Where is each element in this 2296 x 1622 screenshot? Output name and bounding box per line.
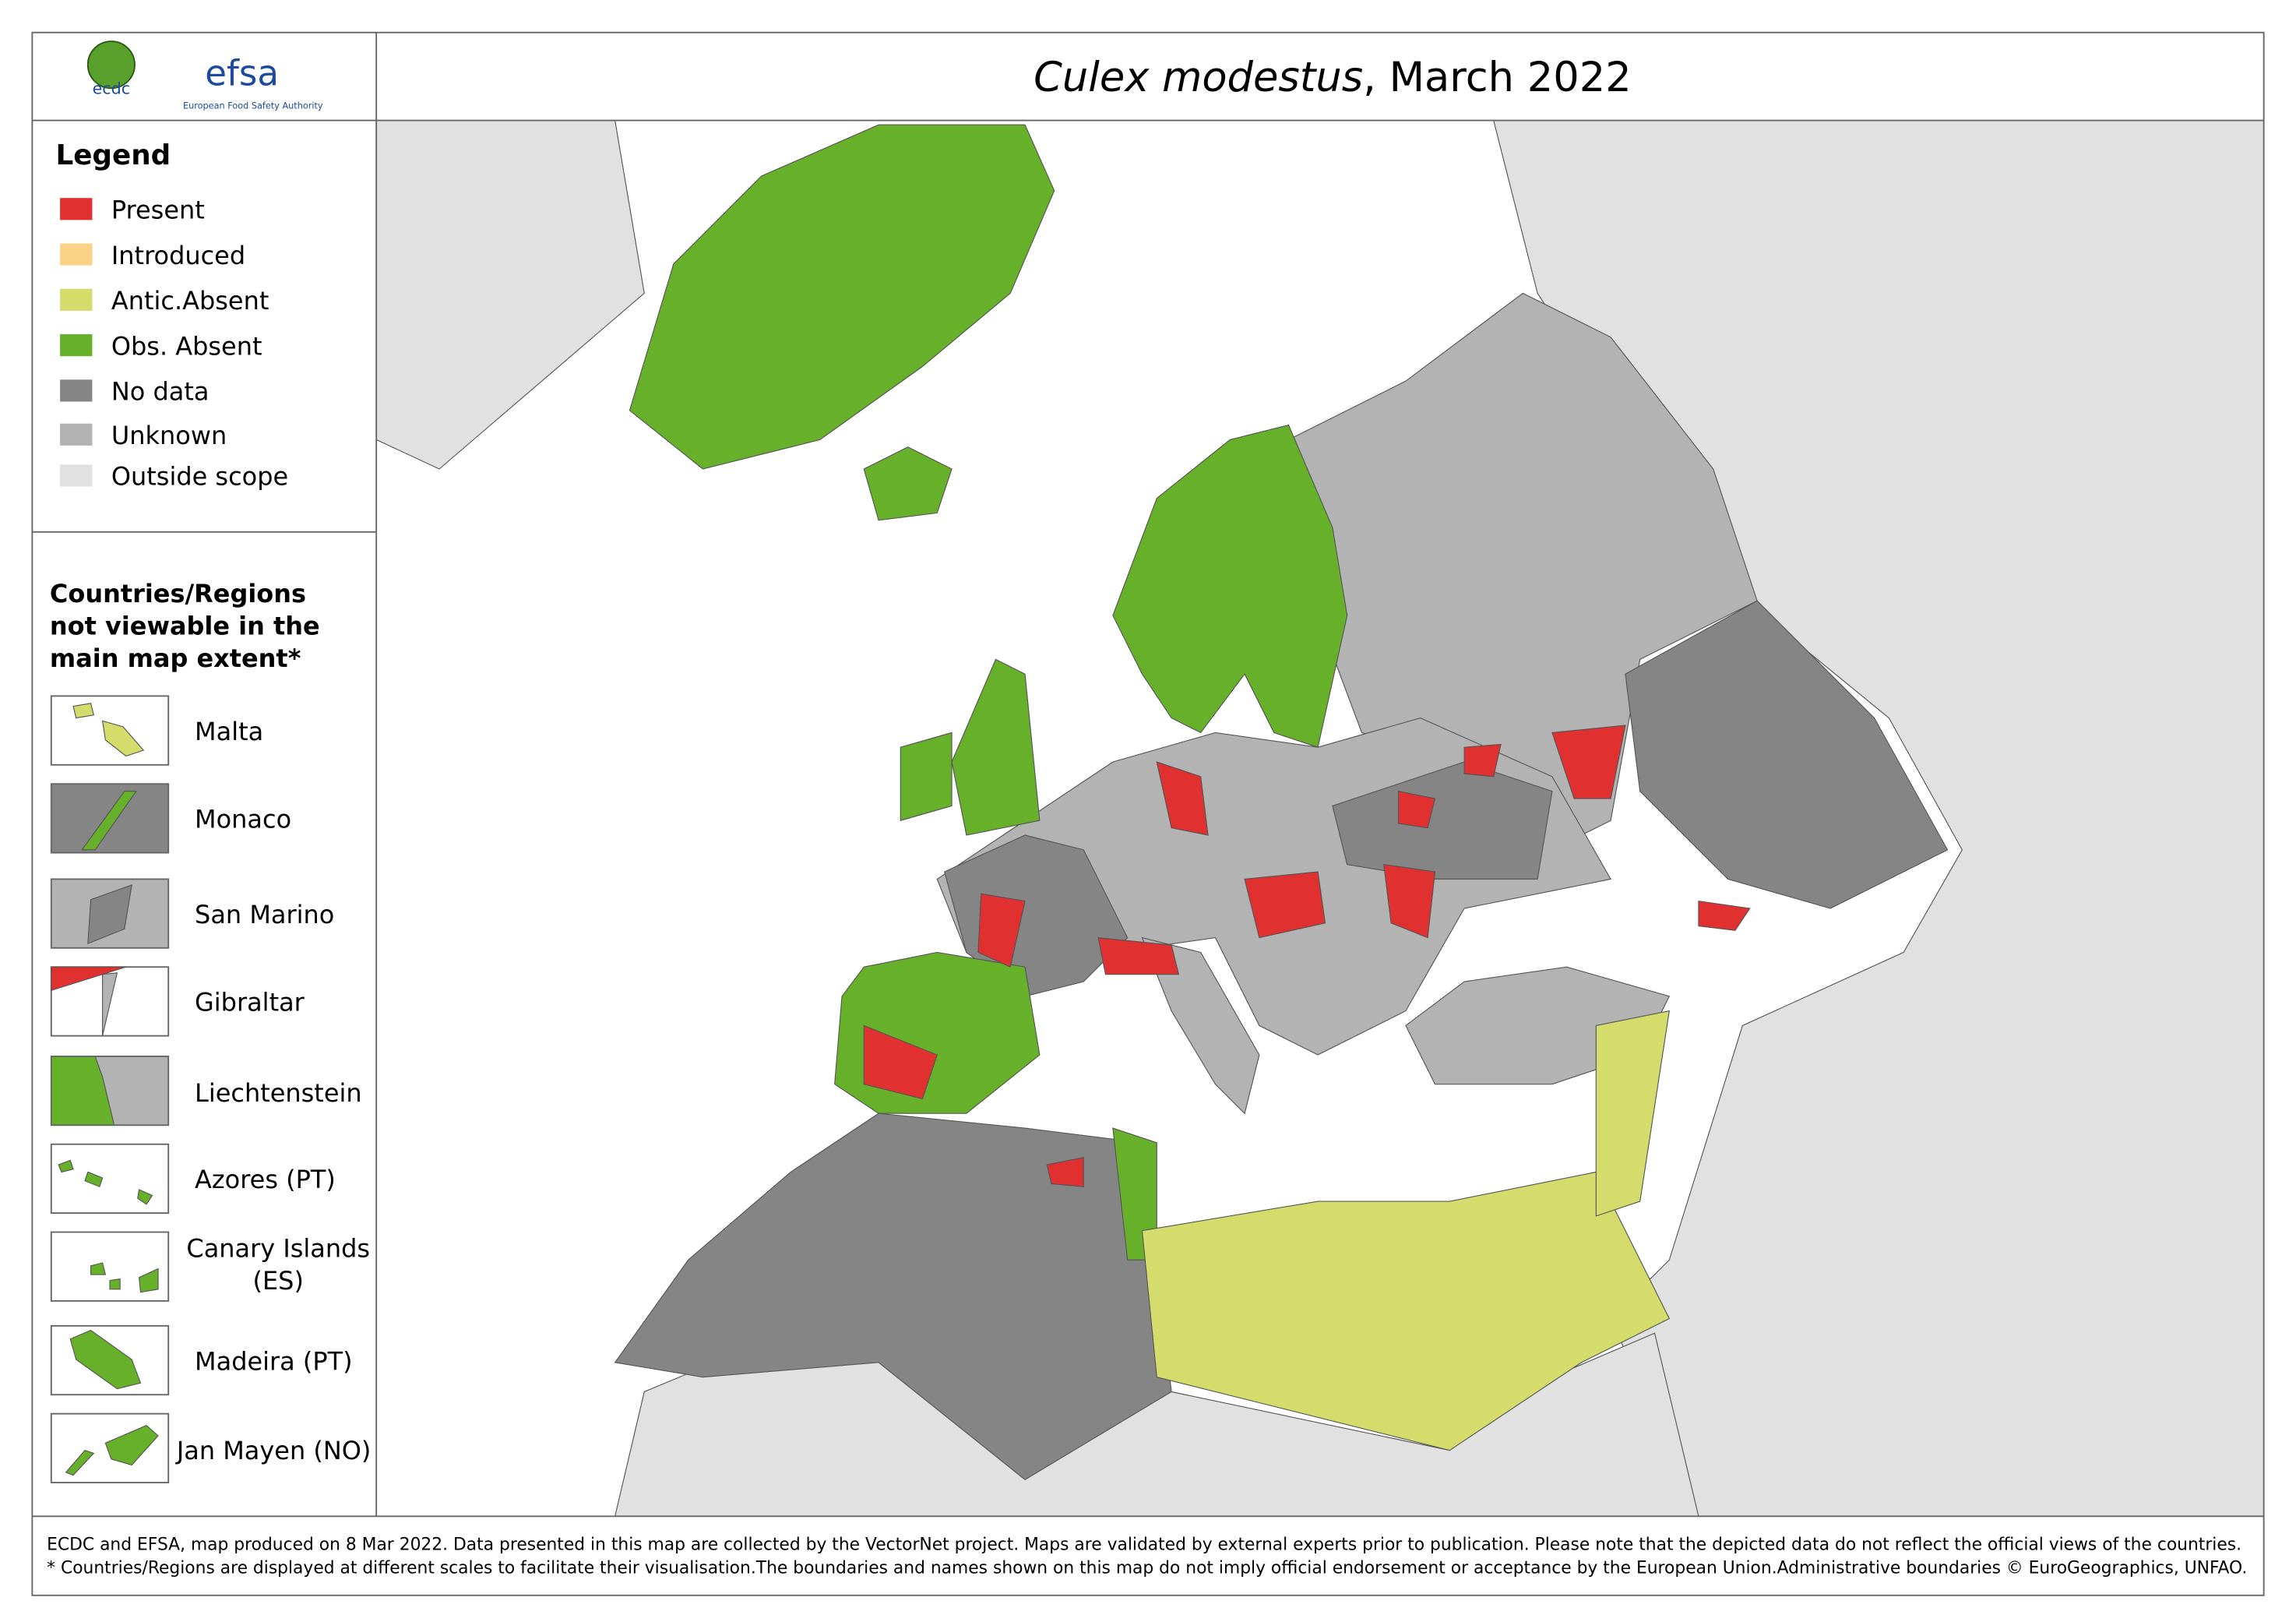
inset-title: not viewable in the	[50, 611, 320, 640]
madeira-shape	[69, 1329, 142, 1390]
footer-note: * Countries/Regions are displayed at dif…	[47, 1559, 2247, 1578]
inset-label: Malta	[195, 717, 263, 746]
legend-label: No data	[111, 377, 210, 407]
inset-title: Countries/Regions	[50, 579, 306, 608]
inset-frame	[50, 878, 170, 949]
azores-shape	[84, 1171, 104, 1187]
inset-label: Liechtenstein	[195, 1078, 362, 1108]
russia	[1287, 292, 1758, 851]
inset-frame	[50, 783, 170, 854]
efsa-logo: efsa	[205, 52, 279, 93]
inset-box	[50, 1324, 170, 1396]
outer-frame	[31, 31, 2265, 1596]
present-area	[1097, 936, 1180, 975]
canary-shape	[139, 1268, 159, 1293]
jan-mayen-shape	[104, 1425, 159, 1466]
libya-egypt	[1141, 1171, 1671, 1451]
legend-swatch	[60, 423, 93, 446]
present-area	[1156, 761, 1209, 836]
gibraltar-shape	[102, 972, 118, 1036]
legend-swatch	[60, 198, 93, 220]
italy	[1141, 936, 1260, 1115]
legend-swatch	[60, 379, 93, 402]
legend-label: Unknown	[111, 421, 227, 450]
ecdc-logo: ecdc	[93, 79, 131, 98]
inset-label: (ES)	[253, 1266, 304, 1296]
legend-swatch	[60, 243, 93, 266]
present-area	[977, 893, 1026, 968]
inset-label: Gibraltar	[195, 988, 305, 1017]
levant	[1595, 1010, 1670, 1217]
legend-swatch	[60, 288, 93, 311]
azores-shape	[137, 1189, 153, 1205]
inset-label: Canary Islands	[186, 1233, 370, 1263]
inset-label: Jan Mayen (NO)	[175, 1436, 372, 1465]
inset-frame	[50, 1055, 170, 1127]
inset-box	[50, 1143, 170, 1215]
inset-box	[50, 695, 170, 766]
gibraltar-shape	[51, 966, 126, 992]
legend-label: Introduced	[111, 241, 245, 270]
malta-shape	[101, 720, 145, 757]
insets: Countries/Regions not viewable in the ma…	[50, 579, 371, 1483]
title: Culex modestus, March 2022	[1034, 54, 1632, 101]
monaco-shape	[81, 791, 137, 851]
legend-swatch	[60, 334, 93, 357]
greenland	[629, 124, 1055, 470]
title-italic: Culex modestus	[1034, 54, 1363, 101]
ireland	[900, 732, 953, 821]
efsa-subtitle: European Food Safety Authority	[183, 100, 323, 111]
san-marino-shape	[87, 884, 132, 945]
caucasus-region	[1625, 600, 1949, 909]
present-area	[1046, 1156, 1084, 1187]
canary-shape	[90, 1262, 107, 1275]
present-area	[1463, 743, 1502, 778]
iceland	[863, 446, 953, 521]
azores-shape	[58, 1159, 74, 1173]
canary-shape	[109, 1278, 121, 1290]
inset-box	[50, 1412, 170, 1483]
legend-label: Outside scope	[111, 462, 288, 492]
present-area	[863, 1024, 938, 1100]
title-rest: , March 2022	[1363, 54, 1632, 101]
jan-mayen-shape	[65, 1450, 95, 1476]
map	[375, 119, 2265, 1517]
malta-shape	[72, 703, 95, 719]
inset-label: Monaco	[195, 805, 291, 834]
present-area	[1383, 863, 1436, 939]
inset-label: San Marino	[195, 900, 334, 929]
inset-title: main map extent*	[50, 644, 301, 673]
present-area	[1551, 725, 1626, 799]
legend: Present Introduced Antic.Absent Obs. Absent…	[60, 195, 288, 492]
legend-title: Legend	[55, 139, 171, 171]
inset-label: Madeira (PT)	[195, 1346, 353, 1376]
present-area	[1698, 900, 1751, 931]
legend-label: Antic.Absent	[111, 286, 269, 316]
legend-label: Obs. Absent	[111, 331, 262, 361]
inset-box	[50, 1231, 170, 1302]
inset-label: Azores (PT)	[195, 1165, 336, 1194]
great-britain	[951, 658, 1041, 836]
present-area	[1397, 790, 1436, 829]
present-area	[1244, 871, 1326, 939]
footer-note: ECDC and EFSA, map produced on 8 Mar 202…	[47, 1536, 2241, 1555]
ecdc-globe	[86, 41, 136, 90]
legend-label: Present	[111, 195, 205, 224]
legend-swatch	[60, 464, 93, 487]
